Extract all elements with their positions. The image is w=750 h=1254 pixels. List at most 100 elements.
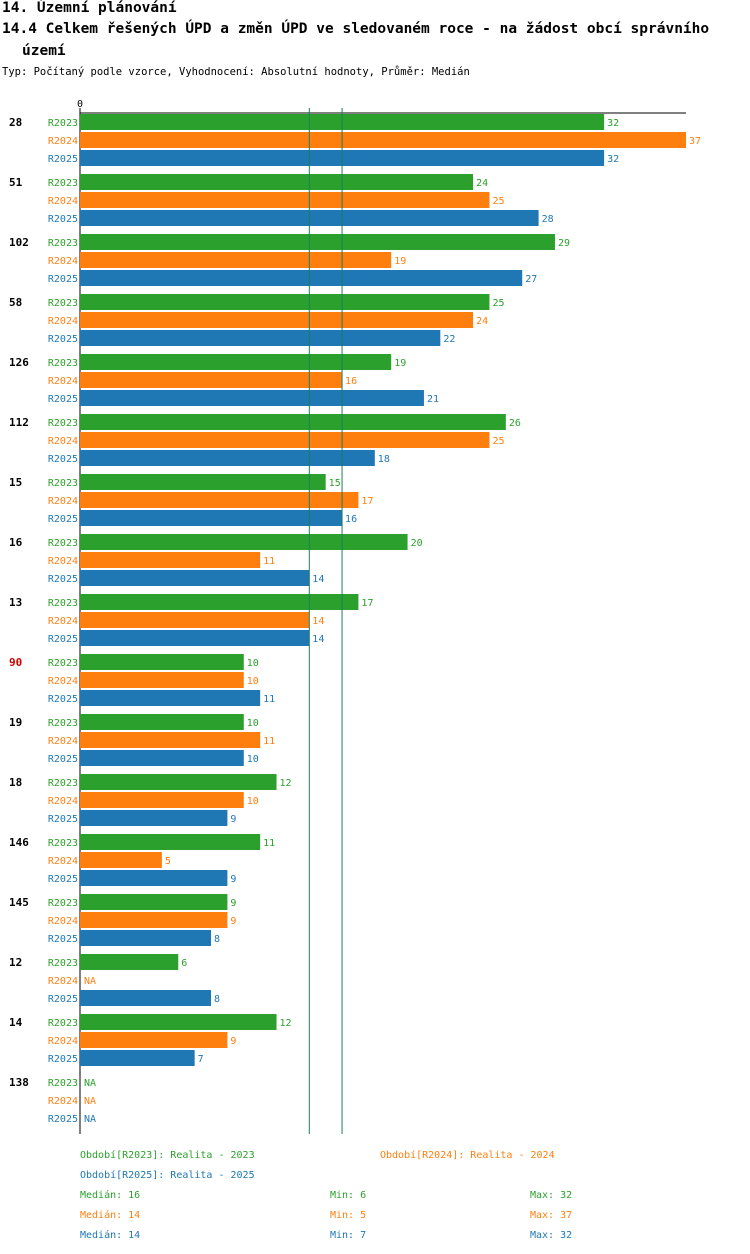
data-label: 20	[411, 538, 423, 549]
stat-median-r2023: Medián: 16	[80, 1190, 141, 1201]
series-label: R2024	[48, 1096, 78, 1107]
chart-title-continuation: území	[22, 43, 66, 59]
data-label: 21	[427, 394, 439, 405]
data-label: 17	[361, 598, 373, 609]
page-title: 14. Územní plánování	[2, 0, 177, 16]
bar	[80, 612, 310, 628]
bar	[80, 630, 310, 646]
series-label: R2023	[48, 778, 78, 789]
data-label: 8	[214, 934, 220, 945]
category-label: 14	[9, 1016, 23, 1029]
series-label: R2024	[48, 496, 78, 507]
series-label: R2024	[48, 256, 78, 267]
series-label: R2025	[48, 454, 78, 465]
data-label: 10	[247, 796, 259, 807]
category-label: 13	[9, 596, 22, 609]
data-label: 32	[607, 154, 619, 165]
bar	[80, 990, 212, 1006]
series-label: R2023	[48, 178, 78, 189]
stat-min-r2024: Min: 5	[330, 1210, 367, 1221]
category-label: 18	[9, 776, 22, 789]
series-label: R2024	[48, 976, 78, 987]
bar	[80, 330, 441, 346]
legend-r2025: Období[R2025]: Realita - 2025	[80, 1170, 255, 1181]
bar	[80, 672, 244, 688]
bar	[80, 810, 228, 826]
bar	[80, 654, 244, 670]
data-label: 24	[476, 316, 488, 327]
series-label: R2023	[48, 298, 78, 309]
data-label: 5	[165, 856, 171, 867]
series-label: R2024	[48, 916, 78, 927]
stat-min-r2025: Min: 7	[330, 1230, 367, 1241]
data-label: 12	[280, 778, 292, 789]
series-label: R2024	[48, 376, 78, 387]
data-label: 28	[542, 214, 554, 225]
data-label: 9	[230, 874, 236, 885]
data-label: 17	[361, 496, 373, 507]
series-label: R2024	[48, 796, 78, 807]
series-label: R2025	[48, 334, 78, 345]
bar	[80, 1032, 228, 1048]
series-label: R2024	[48, 676, 78, 687]
bar	[80, 852, 162, 868]
category-label: 19	[9, 716, 22, 729]
series-label: R2023	[48, 1078, 78, 1089]
data-label: 32	[607, 118, 619, 129]
data-label: NA	[84, 1096, 96, 1107]
data-label: 10	[247, 754, 259, 765]
category-label: 138	[9, 1076, 29, 1089]
series-label: R2023	[48, 418, 78, 429]
bar	[80, 270, 523, 286]
data-label: 10	[247, 676, 259, 687]
category-label: 90	[9, 656, 22, 669]
data-label: 24	[476, 178, 488, 189]
bar	[80, 690, 261, 706]
data-label: 25	[492, 196, 504, 207]
bar	[80, 234, 555, 250]
series-label: R2025	[48, 154, 78, 165]
data-label: 7	[198, 1054, 204, 1065]
series-label: R2025	[48, 754, 78, 765]
category-label: 112	[9, 416, 29, 429]
bar	[80, 594, 359, 610]
bar-chart: 0 28 R2023 32 R2024 37 R2025 32 51 R2023 24 R2024 25…	[9, 99, 701, 1134]
data-label: 37	[689, 136, 701, 147]
series-label: R2023	[48, 958, 78, 969]
data-label: 27	[525, 274, 537, 285]
data-label: 9	[230, 1036, 236, 1047]
series-label: R2025	[48, 934, 78, 945]
series-label: R2023	[48, 658, 78, 669]
bar	[80, 534, 408, 550]
bar	[80, 834, 261, 850]
bar	[80, 372, 343, 388]
bar	[80, 930, 212, 946]
series-label: R2025	[48, 1054, 78, 1065]
bar	[80, 894, 228, 910]
bar	[80, 510, 343, 526]
bar	[80, 132, 686, 148]
data-label: 6	[181, 958, 187, 969]
series-label: R2024	[48, 856, 78, 867]
category-label: 146	[9, 836, 29, 849]
stat-min-r2023: Min: 6	[330, 1190, 367, 1201]
data-label: 8	[214, 994, 220, 1005]
data-label: 12	[280, 1018, 292, 1029]
bar	[80, 174, 474, 190]
bar	[80, 312, 474, 328]
chart-title: 14.4 Celkem řešených ÚPD a změn ÚPD ve s…	[2, 21, 710, 37]
series-label: R2023	[48, 238, 78, 249]
category-label: 12	[9, 956, 22, 969]
category-label: 126	[9, 356, 29, 369]
data-label: 25	[492, 436, 504, 447]
series-label: R2023	[48, 898, 78, 909]
series-label: R2024	[48, 196, 78, 207]
series-label: R2024	[48, 556, 78, 567]
series-label: R2023	[48, 598, 78, 609]
bar	[80, 792, 244, 808]
stat-max-r2023: Max: 32	[530, 1190, 573, 1201]
series-label: R2024	[48, 316, 78, 327]
stat-max-r2025: Max: 32	[530, 1230, 573, 1241]
stat-median-r2024: Medián: 14	[80, 1210, 141, 1221]
data-label: 11	[263, 556, 275, 567]
